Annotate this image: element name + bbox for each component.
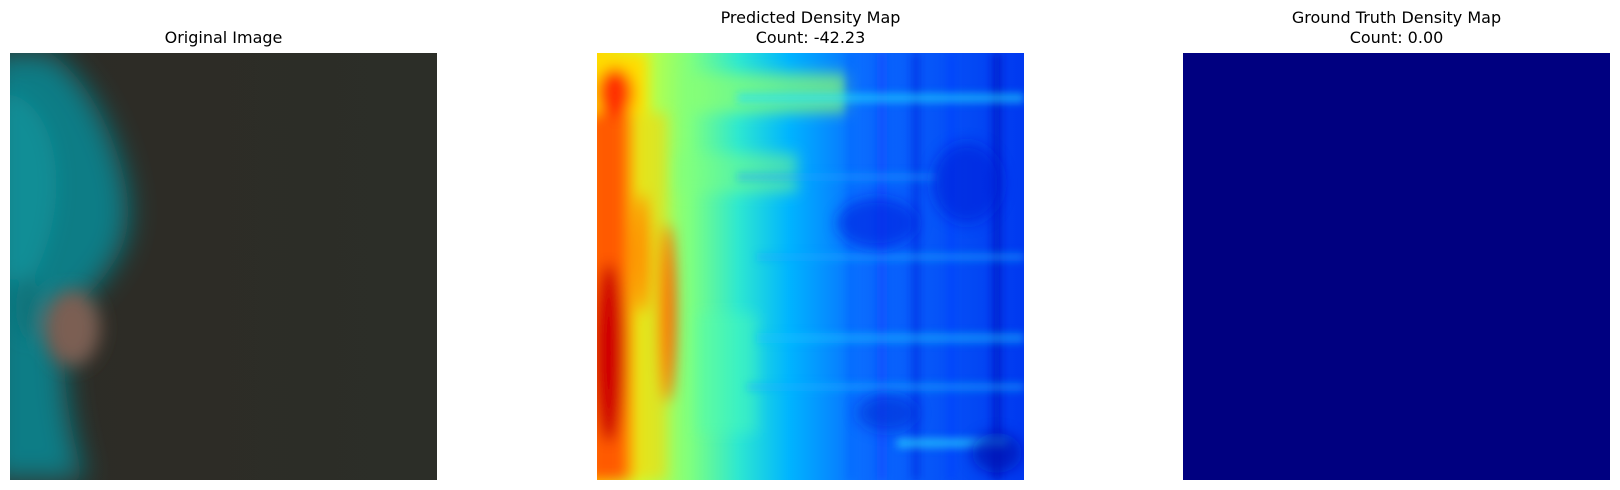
original-image-canvas xyxy=(10,53,437,480)
original-image-title: Original Image xyxy=(164,28,283,47)
predicted-density-panel: Predicted Density Map Count: -42.23 xyxy=(597,0,1024,490)
ground-truth-density-title: Ground Truth Density Map xyxy=(1291,8,1502,27)
predicted-count-label: Count: -42.23 xyxy=(755,28,866,47)
ground-truth-fill xyxy=(1183,53,1610,480)
predicted-density-map xyxy=(597,53,1024,480)
original-image-panel: Original Image xyxy=(10,0,437,490)
predicted-density-canvas xyxy=(597,53,1024,480)
ground-truth-density-panel: Ground Truth Density Map Count: 0.00 xyxy=(1183,0,1610,490)
ground-truth-count-label: Count: 0.00 xyxy=(1349,28,1444,47)
original-image xyxy=(10,53,437,480)
ground-truth-density-canvas xyxy=(1183,53,1610,480)
predicted-density-title: Predicted Density Map xyxy=(720,8,901,27)
ground-truth-density-map xyxy=(1183,53,1610,480)
